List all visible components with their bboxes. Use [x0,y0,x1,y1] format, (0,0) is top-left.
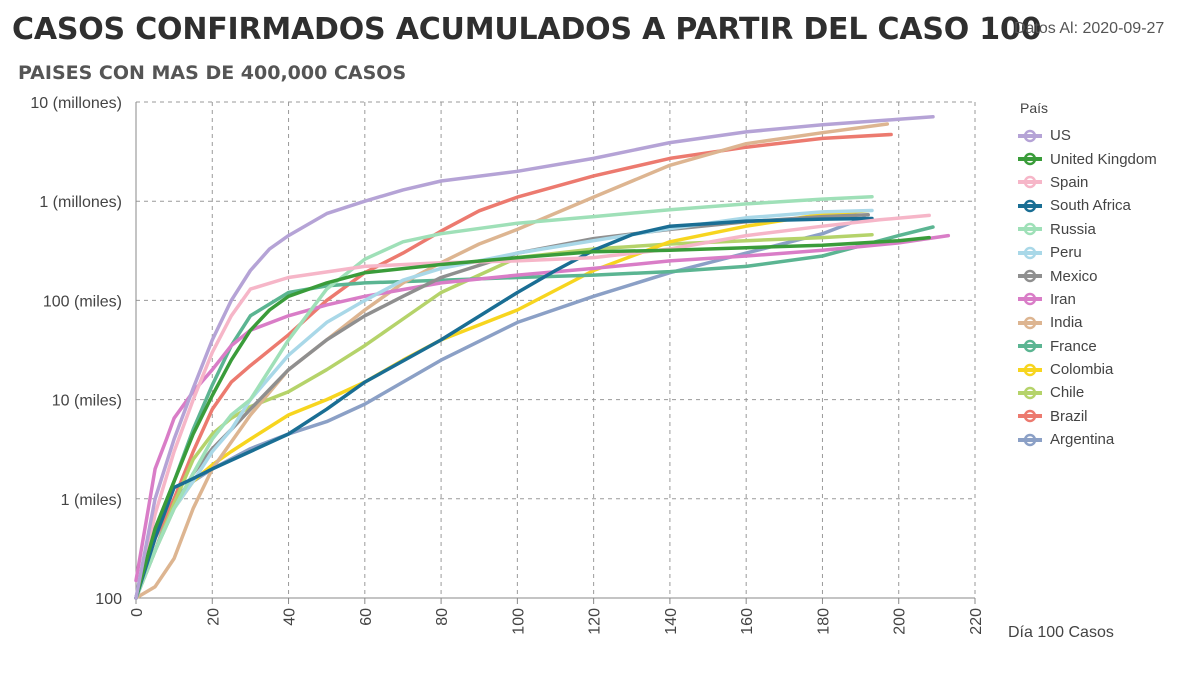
legend-swatch-icon [1018,316,1042,330]
legend-marker-icon [1023,199,1037,213]
legend-swatch-icon [1018,433,1042,447]
legend-item-russia[interactable]: Russia [1016,218,1157,241]
y-tick-label: 100 (miles) [43,293,122,310]
legend-item-india[interactable]: India [1016,311,1157,334]
legend-swatch-icon [1018,386,1042,400]
legend-swatch-icon [1018,339,1042,353]
series-line-india [134,122,890,600]
legend-swatch-icon [1018,363,1042,376]
x-tick-label: 0 [129,608,146,617]
x-tick-label: 100 [510,608,527,635]
legend-label: Argentina [1050,431,1115,449]
legend-marker-icon [1023,176,1037,189]
legend-item-brazil[interactable]: Brazil [1016,405,1157,428]
legend-item-colombia[interactable]: Colombia [1016,358,1157,381]
grid-lines [136,101,976,599]
legend-label: South Africa [1050,197,1131,215]
legend-marker-icon [1023,269,1037,283]
x-tick-label: 200 [892,608,909,635]
legend-marker-icon [1023,410,1037,423]
legend-marker-icon [1023,293,1037,306]
y-tick-label: 1 (millones) [39,194,122,211]
x-axis-label: Día 100 Casos [1008,624,1114,641]
x-tick-label: 220 [968,608,985,635]
chart-subtitle: PAISES CON MAS DE 400,000 CASOS [18,62,407,84]
legend-swatch-icon [1018,269,1042,283]
legend-item-spain[interactable]: Spain [1016,171,1157,194]
x-tick-label: 120 [587,608,604,635]
y-tick-label: 10 (millones) [30,95,122,112]
series-line-spain [134,213,931,600]
legend-label: United Kingdom [1050,150,1157,168]
legend-label: Iran [1050,290,1076,308]
chart-title: CASOS CONFIRMADOS ACUMULADOS A PARTIR DE… [12,12,1042,47]
legend-swatch-icon [1018,293,1042,306]
legend-swatch-icon [1018,410,1042,423]
legend-swatch-icon [1018,176,1042,189]
legend-marker-icon [1023,129,1037,142]
legend-item-france[interactable]: France [1016,335,1157,358]
data-date-label: Datos Al: 2020-09-27 [1014,20,1165,37]
x-tick-label: 20 [205,608,222,626]
legend-marker-icon [1023,433,1037,447]
legend-label: Mexico [1050,267,1098,285]
legend-label: Peru [1050,244,1082,262]
legend-item-united-kingdom[interactable]: United Kingdom [1016,147,1157,170]
series-line-us [134,115,935,600]
x-tick-label: 180 [815,608,832,635]
series-line-brazil [134,132,893,600]
x-tick-label: 80 [434,608,451,626]
legend-label: Chile [1050,384,1085,402]
y-tick-label: 10 (miles) [52,393,122,410]
legend-marker-icon [1023,316,1037,330]
legend-label: Russia [1050,220,1096,238]
legend-marker-icon [1023,386,1037,400]
legend-item-peru[interactable]: Peru [1016,241,1157,264]
series-line-iran [134,233,951,583]
legend-item-south-africa[interactable]: South Africa [1016,194,1157,217]
legend-item-argentina[interactable]: Argentina [1016,428,1157,451]
x-tick-label: 60 [358,608,375,626]
series-line-chile [134,232,874,600]
legend-swatch-icon [1018,199,1042,213]
series-lines [134,115,951,600]
legend-marker-icon [1023,363,1037,376]
legend: País US United Kingdom Spain South Africa Ru… [1016,100,1157,451]
legend-swatch-icon [1018,152,1042,166]
legend-swatch-icon [1018,223,1042,236]
legend-swatch-icon [1018,129,1042,142]
legend-item-chile[interactable]: Chile [1016,381,1157,404]
legend-marker-icon [1023,339,1037,353]
legend-label: Brazil [1050,407,1088,425]
x-tick-label: 160 [739,608,756,635]
axes: 100 1 (miles) 10 (miles) 100 (miles) 1 (mill… [30,95,985,635]
legend-swatch-icon [1018,246,1042,259]
legend-marker-icon [1023,152,1037,166]
legend-label: Colombia [1050,361,1114,379]
legend-item-us[interactable]: US [1016,124,1157,147]
legend-marker-icon [1023,246,1037,259]
legend-title: País [1020,100,1049,116]
legend-item-mexico[interactable]: Mexico [1016,264,1157,287]
series-line-united-kingdom [134,235,931,600]
legend-label: India [1050,314,1083,332]
series-line-south-africa [134,216,874,600]
legend-label: France [1050,337,1097,355]
x-tick-label: 40 [282,608,299,626]
y-tick-label: 1 (miles) [61,492,122,509]
legend-item-iran[interactable]: Iran [1016,288,1157,311]
legend-marker-icon [1023,223,1037,236]
y-tick-label: 100 [95,591,122,608]
legend-label: Spain [1050,173,1089,191]
legend-label: US [1050,127,1071,145]
series-line-peru [134,208,874,600]
x-tick-label: 140 [663,608,680,635]
